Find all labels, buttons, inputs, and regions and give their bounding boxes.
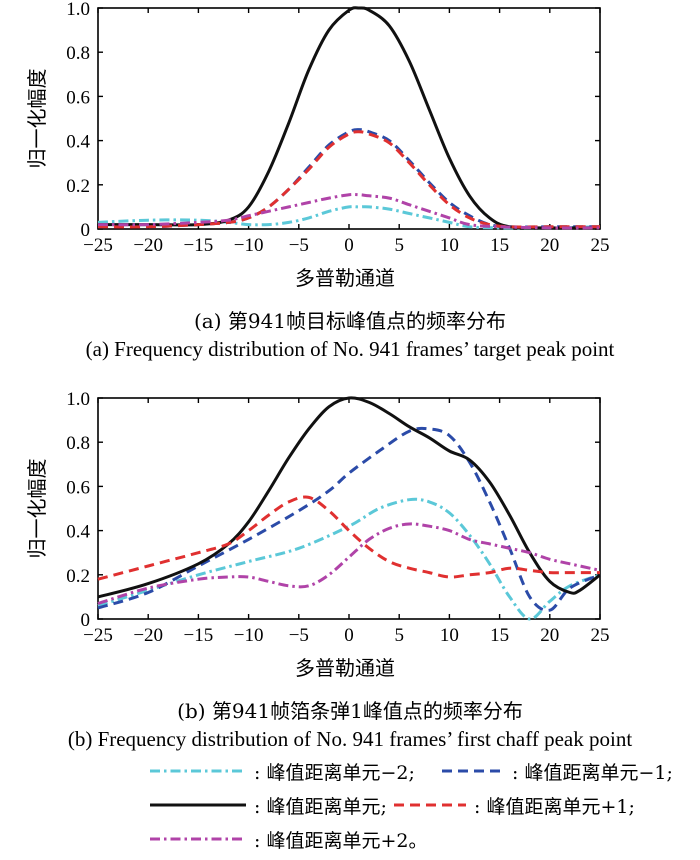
chart-b-title: (b) 第941帧箔条弹1峰值点的频率分布 bbox=[177, 699, 523, 723]
y-tick-label: 0 bbox=[81, 610, 91, 631]
legend-label-center: : 峰值距离单元; bbox=[254, 795, 387, 818]
x-tick-label: 10 bbox=[440, 235, 459, 256]
y-tick-label: 1.0 bbox=[66, 390, 90, 410]
x-tick-label: 5 bbox=[394, 625, 404, 646]
legend-swatch-center bbox=[150, 803, 246, 807]
chart-panel-b: −25 −20 −15 −10 −5 0 5 10 15 20 25 0 0.2 0.4 0.6 0.8 1.0… bbox=[0, 389, 700, 751]
legend-item-plus2: : 峰值距离单元+2。 bbox=[148, 826, 427, 852]
legend-label-minus1: : 峰值距离单元−1; bbox=[512, 761, 673, 784]
y-tick-label: 0.4 bbox=[66, 522, 90, 543]
series-plus2 bbox=[97, 192, 601, 230]
chart-a-subtitle: (a) Frequency distribution of No. 941 fr… bbox=[85, 337, 615, 361]
x-tick-label: 20 bbox=[540, 235, 559, 256]
y-tick-label: 0 bbox=[81, 220, 91, 241]
legend-label-plus2: : 峰值距离单元+2。 bbox=[254, 829, 428, 852]
legend-item-minus2: : 峰值距离单元−2; bbox=[148, 758, 415, 784]
x-tick-label: −15 bbox=[184, 625, 214, 646]
y-tick-label: 0.8 bbox=[66, 43, 90, 64]
x-tick-label: 20 bbox=[540, 625, 559, 646]
x-tick-label: 0 bbox=[344, 235, 354, 256]
x-tick-label: −5 bbox=[289, 235, 309, 256]
y-tick-label: 0.2 bbox=[66, 176, 90, 197]
y-tick-label: 0.6 bbox=[66, 87, 90, 108]
x-tick-label: 25 bbox=[591, 235, 610, 256]
chart-b-svg: −25 −20 −15 −10 −5 0 5 10 15 20 25 0 0.2 0.4 0.6 0.8 1.0… bbox=[25, 389, 610, 680]
y-axis-label: 归一化幅度 bbox=[25, 69, 49, 169]
series-minus1 bbox=[97, 128, 600, 229]
x-tick-label: −20 bbox=[133, 235, 163, 256]
legend-swatch-minus2 bbox=[150, 769, 246, 773]
series-plus1 bbox=[97, 130, 600, 229]
y-tick-label: 1.0 bbox=[66, 0, 90, 20]
x-tick-label: −5 bbox=[289, 625, 309, 646]
x-tick-label: −10 bbox=[234, 625, 264, 646]
legend-item-center: : 峰值距离单元; bbox=[148, 792, 387, 818]
series-minus1 bbox=[97, 426, 601, 612]
y-axis-label: 归一化幅度 bbox=[25, 459, 49, 559]
chart-panel-a: −25 −20 −15 −10 −5 0 5 10 15 20 25 0 0.2 0.4 0.6 0.8 1.0… bbox=[0, 0, 700, 376]
y-tick-label: 0.6 bbox=[66, 477, 90, 498]
y-tick-label: 0.8 bbox=[66, 433, 90, 454]
x-tick-label: −25 bbox=[83, 625, 113, 646]
legend-swatch-plus1 bbox=[394, 803, 466, 807]
y-tick-label: 0.4 bbox=[66, 132, 90, 153]
x-tick-label: −15 bbox=[184, 235, 214, 256]
series-plus2 bbox=[97, 522, 601, 605]
x-axis-label: 多普勒通道 bbox=[295, 656, 395, 680]
y-tick-label: 0.2 bbox=[66, 566, 90, 587]
legend-swatch-minus1 bbox=[442, 769, 504, 773]
x-tick-label: 25 bbox=[591, 625, 610, 646]
legend-item-plus1: : 峰值距离单元+1; bbox=[392, 792, 635, 818]
legend-label-plus1: : 峰值距离单元+1; bbox=[474, 795, 635, 818]
chart-a-svg: −25 −20 −15 −10 −5 0 5 10 15 20 25 0 0.2 0.4 0.6 0.8 1.0… bbox=[25, 0, 610, 290]
x-tick-label: 15 bbox=[490, 625, 509, 646]
chart-legend: : 峰值距离单元−2; : 峰值距离单元−1; : 峰值距离单元; : 峰值距离… bbox=[0, 752, 700, 860]
series-plus1 bbox=[97, 495, 600, 581]
x-tick-label: −20 bbox=[133, 625, 163, 646]
x-tick-label: 5 bbox=[394, 235, 404, 256]
x-tick-label: −25 bbox=[83, 235, 113, 256]
x-tick-label: 15 bbox=[490, 235, 509, 256]
plot-frame bbox=[97, 397, 601, 620]
chart-a-title: (a) 第941帧目标峰值点的频率分布 bbox=[193, 309, 507, 333]
x-tick-label: −10 bbox=[234, 235, 264, 256]
legend-label-minus2: : 峰值距离单元−2; bbox=[254, 761, 415, 784]
series-center bbox=[97, 396, 601, 599]
legend-swatch-plus2 bbox=[150, 837, 246, 841]
series-minus2 bbox=[97, 497, 601, 621]
chart-b-subtitle: (b) Frequency distribution of No. 941 fr… bbox=[67, 727, 633, 751]
x-axis-label: 多普勒通道 bbox=[295, 266, 395, 290]
x-tick-label: 10 bbox=[440, 625, 459, 646]
x-tick-label: 0 bbox=[344, 625, 354, 646]
legend-item-minus1: : 峰值距离单元−1; bbox=[440, 758, 673, 784]
